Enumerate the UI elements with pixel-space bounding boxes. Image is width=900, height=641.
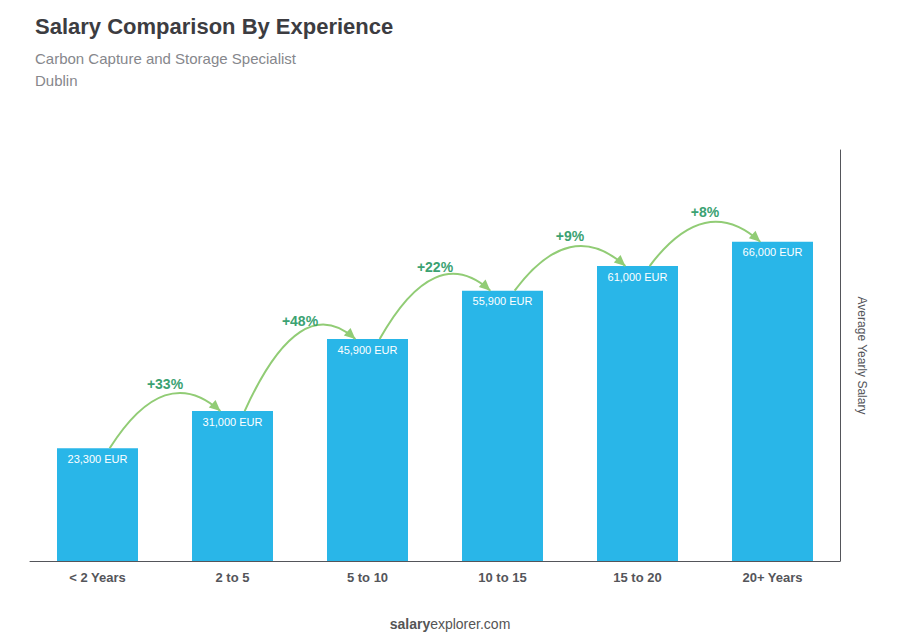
svg-text:2 to 5: 2 to 5 bbox=[216, 570, 250, 585]
svg-text:45,900 EUR: 45,900 EUR bbox=[338, 344, 398, 356]
svg-text:< 2 Years: < 2 Years bbox=[69, 570, 126, 585]
svg-text:+8%: +8% bbox=[691, 204, 720, 220]
svg-text:15 to 20: 15 to 20 bbox=[613, 570, 661, 585]
svg-text:66,000 EUR: 66,000 EUR bbox=[743, 246, 803, 258]
svg-text:+48%: +48% bbox=[282, 313, 319, 329]
svg-text:Carbon Capture and Storage Spe: Carbon Capture and Storage Specialist bbox=[35, 50, 297, 67]
svg-text:10 to 15: 10 to 15 bbox=[478, 570, 526, 585]
svg-text:55,900 EUR: 55,900 EUR bbox=[473, 295, 533, 307]
svg-text:5 to 10: 5 to 10 bbox=[347, 570, 388, 585]
svg-text:salary: salary bbox=[390, 616, 431, 632]
svg-text:61,000 EUR: 61,000 EUR bbox=[608, 271, 668, 283]
svg-text:Salary Comparison By Experienc: Salary Comparison By Experience bbox=[35, 14, 393, 39]
svg-text:+22%: +22% bbox=[417, 259, 454, 275]
svg-text:+33%: +33% bbox=[147, 376, 184, 392]
svg-text:Dublin: Dublin bbox=[35, 72, 78, 89]
svg-text:explorer.com: explorer.com bbox=[430, 616, 510, 632]
svg-text:+9%: +9% bbox=[556, 228, 585, 244]
svg-text:Average Yearly Salary: Average Yearly Salary bbox=[855, 297, 869, 415]
svg-text:31,000 EUR: 31,000 EUR bbox=[203, 416, 263, 428]
svg-text:23,300 EUR: 23,300 EUR bbox=[68, 453, 128, 465]
svg-text:20+ Years: 20+ Years bbox=[742, 570, 802, 585]
